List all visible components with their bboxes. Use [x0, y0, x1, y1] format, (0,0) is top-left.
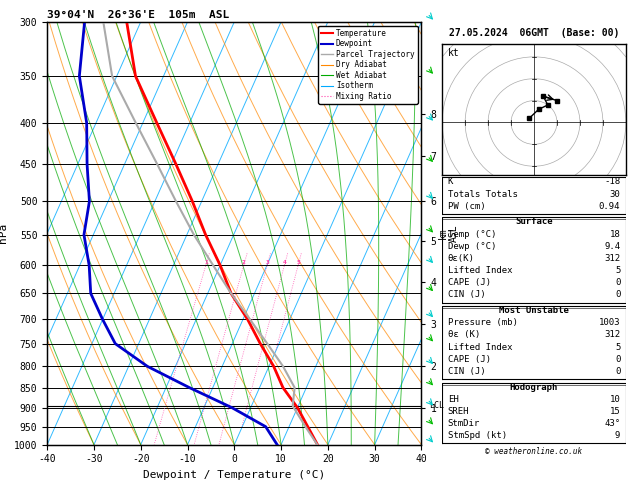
Text: 5: 5 — [296, 260, 300, 265]
Text: SREH: SREH — [448, 407, 469, 416]
Text: Hodograph: Hodograph — [510, 382, 558, 392]
Text: CIN (J): CIN (J) — [448, 290, 486, 299]
Text: Temp (°C): Temp (°C) — [448, 229, 496, 239]
Text: 1: 1 — [204, 260, 208, 265]
Text: 30: 30 — [610, 190, 620, 199]
Text: 9: 9 — [615, 431, 620, 440]
Y-axis label: hPa: hPa — [0, 223, 8, 243]
Text: PW (cm): PW (cm) — [448, 202, 486, 211]
Text: 312: 312 — [604, 330, 620, 340]
Text: EH: EH — [448, 395, 459, 404]
Text: θε(K): θε(K) — [448, 254, 474, 263]
Text: 0: 0 — [615, 367, 620, 376]
Text: 312: 312 — [604, 254, 620, 263]
Text: CAPE (J): CAPE (J) — [448, 278, 491, 287]
Text: -18: -18 — [604, 177, 620, 187]
Text: 9.4: 9.4 — [604, 242, 620, 251]
Legend: Temperature, Dewpoint, Parcel Trajectory, Dry Adiabat, Wet Adiabat, Isotherm, Mi: Temperature, Dewpoint, Parcel Trajectory… — [318, 26, 418, 104]
Text: K: K — [448, 177, 453, 187]
Text: 1003: 1003 — [599, 318, 620, 328]
Text: 0: 0 — [615, 290, 620, 299]
Text: CAPE (J): CAPE (J) — [448, 355, 491, 364]
Text: StmSpd (kt): StmSpd (kt) — [448, 431, 507, 440]
Text: 10: 10 — [610, 395, 620, 404]
Text: 0: 0 — [615, 355, 620, 364]
Text: © weatheronline.co.uk: © weatheronline.co.uk — [486, 447, 582, 456]
Text: 43°: 43° — [604, 419, 620, 428]
Text: 4: 4 — [282, 260, 286, 265]
X-axis label: Dewpoint / Temperature (°C): Dewpoint / Temperature (°C) — [143, 470, 325, 480]
Text: kt: kt — [448, 48, 459, 58]
Text: 3: 3 — [265, 260, 269, 265]
Text: 0.94: 0.94 — [599, 202, 620, 211]
Text: 2: 2 — [242, 260, 245, 265]
Text: 5: 5 — [615, 343, 620, 352]
Y-axis label: km
ASL: km ASL — [438, 225, 459, 242]
Text: 0: 0 — [615, 278, 620, 287]
Text: LCL: LCL — [429, 401, 444, 410]
Text: Lifted Index: Lifted Index — [448, 343, 512, 352]
Text: 39°04'N  26°36'E  105m  ASL: 39°04'N 26°36'E 105m ASL — [47, 10, 230, 20]
Text: 27.05.2024  06GMT  (Base: 00): 27.05.2024 06GMT (Base: 00) — [449, 28, 619, 38]
Text: Surface: Surface — [515, 218, 553, 226]
Text: 15: 15 — [610, 407, 620, 416]
Text: 18: 18 — [610, 229, 620, 239]
Text: Dewp (°C): Dewp (°C) — [448, 242, 496, 251]
Text: Pressure (mb): Pressure (mb) — [448, 318, 518, 328]
Text: StmDir: StmDir — [448, 419, 480, 428]
Text: CIN (J): CIN (J) — [448, 367, 486, 376]
Text: Most Unstable: Most Unstable — [499, 306, 569, 315]
Text: Totals Totals: Totals Totals — [448, 190, 518, 199]
Text: θε (K): θε (K) — [448, 330, 480, 340]
Text: Lifted Index: Lifted Index — [448, 266, 512, 275]
Text: 5: 5 — [615, 266, 620, 275]
